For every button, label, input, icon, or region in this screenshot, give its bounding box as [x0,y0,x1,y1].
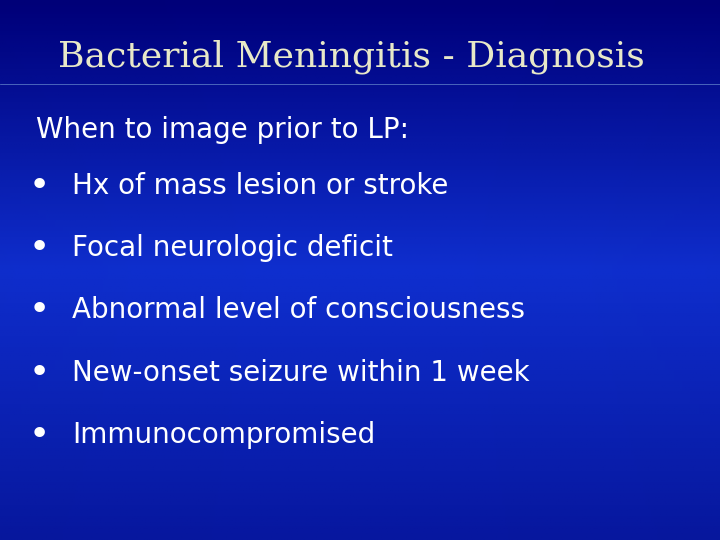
Text: •: • [29,170,50,203]
Text: •: • [29,356,50,389]
Text: New-onset seizure within 1 week: New-onset seizure within 1 week [72,359,530,387]
Text: •: • [29,294,50,327]
Text: Hx of mass lesion or stroke: Hx of mass lesion or stroke [72,172,449,200]
Text: Abnormal level of consciousness: Abnormal level of consciousness [72,296,525,325]
Text: Immunocompromised: Immunocompromised [72,421,375,449]
Text: •: • [29,418,50,451]
Text: Focal neurologic deficit: Focal neurologic deficit [72,234,393,262]
Text: When to image prior to LP:: When to image prior to LP: [36,116,409,144]
Text: Bacterial Meningitis - Diagnosis: Bacterial Meningitis - Diagnosis [58,39,644,74]
Text: •: • [29,232,50,265]
